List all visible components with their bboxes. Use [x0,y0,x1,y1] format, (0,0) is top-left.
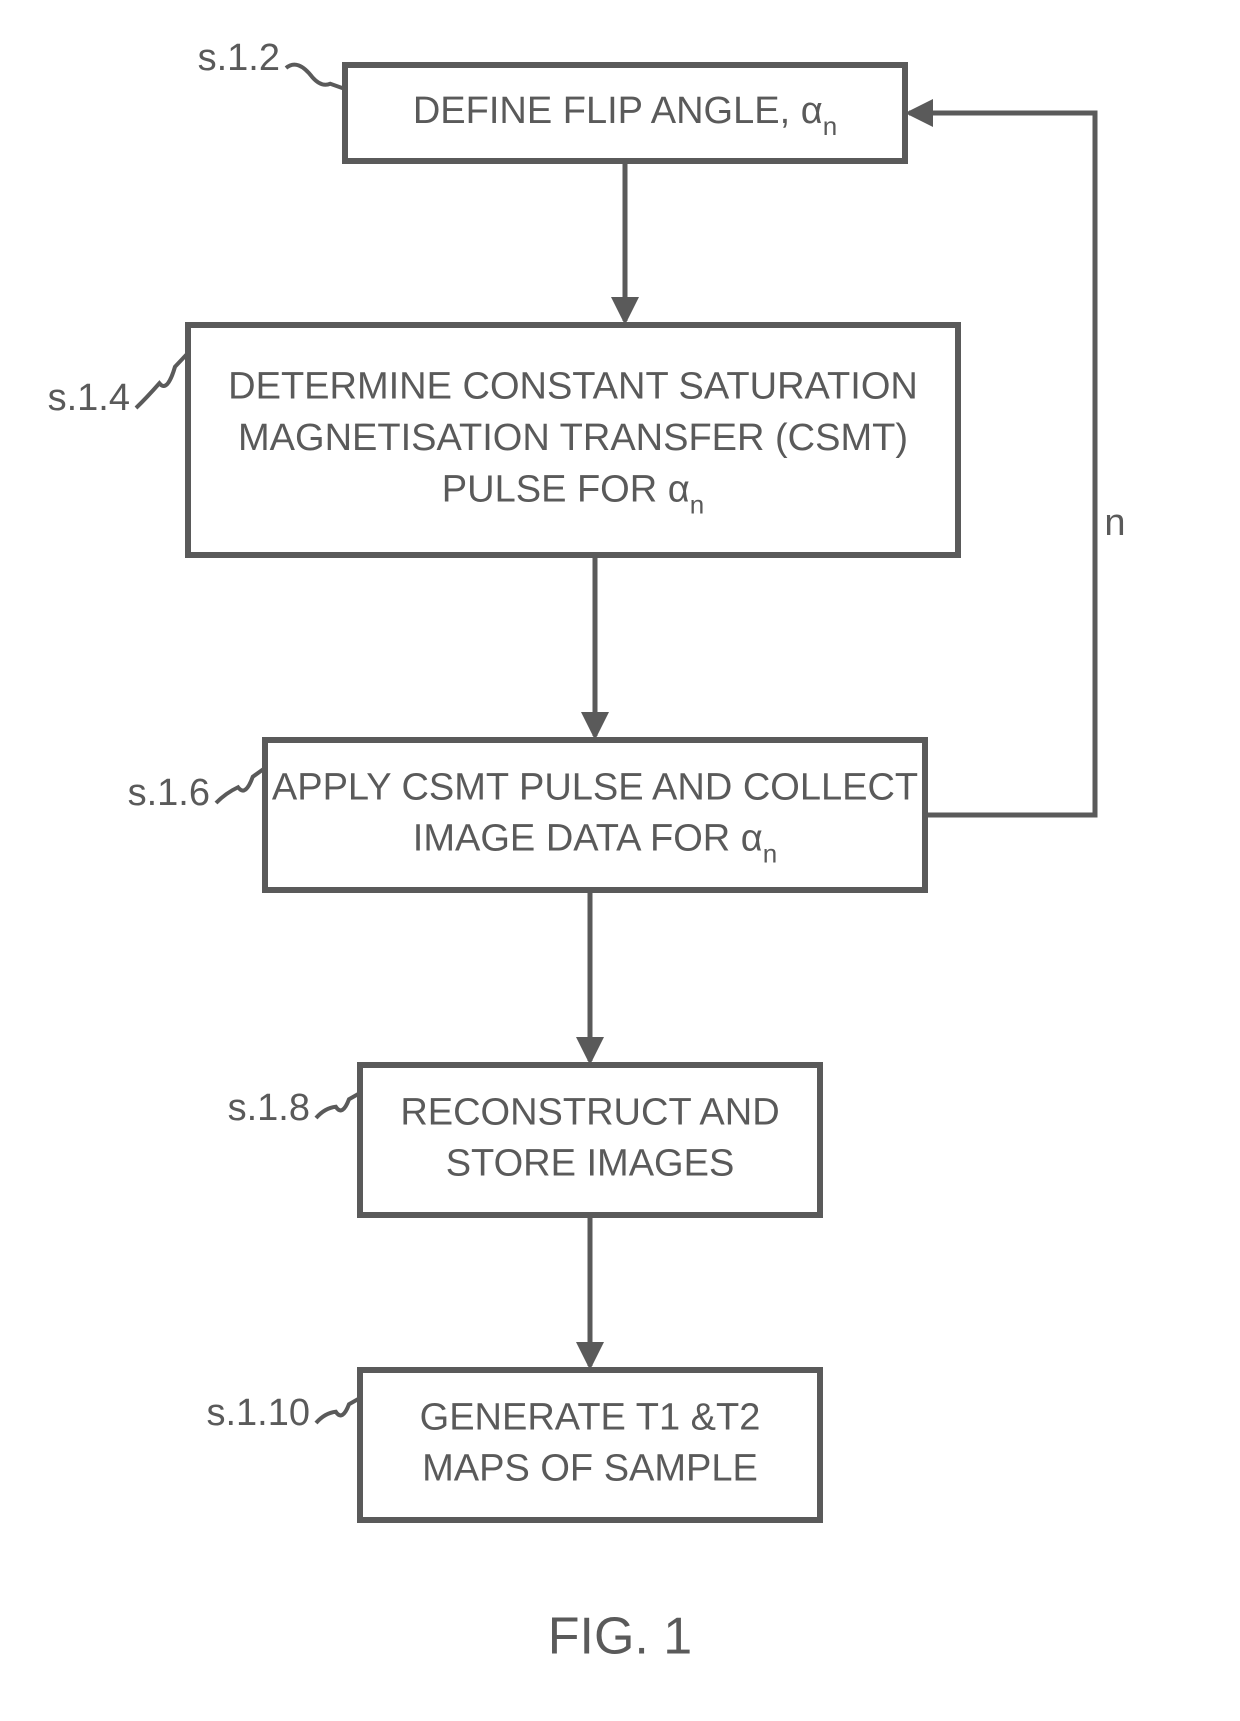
loop-label: n [1104,502,1125,544]
node-text: APPLY CSMT PULSE AND COLLECT [272,766,918,808]
flowchart-node-n2: DETERMINE CONSTANT SATURATION MAGNETISATI… [188,325,958,555]
label-leader [316,1093,360,1118]
node-text: MAPS OF SAMPLE [422,1448,758,1490]
step-label: s.1.8 [228,1087,310,1129]
step-label: s.1.4 [48,377,130,419]
flowchart-node-n3: APPLY CSMT PULSE AND COLLECTIMAGE DATA F… [265,740,925,890]
flowchart-node-n5: GENERATE T1 &T2 MAPS OF SAMPLE [360,1370,820,1520]
step-label: s.1.6 [128,772,210,814]
label-leader [316,1398,360,1423]
step-label: s.1.10 [206,1392,310,1434]
label-leader [216,768,265,803]
node-text: STORE IMAGES [446,1143,735,1185]
node-text: DETERMINE CONSTANT SATURATION [228,366,918,408]
label-leader [286,65,345,89]
flowchart-node-n4: RECONSTRUCT AND STORE IMAGES [360,1065,820,1215]
figure-caption: FIG. 1 [548,1608,692,1666]
node-text: RECONSTRUCT AND [400,1091,779,1133]
step-label: s.1.2 [198,37,280,79]
node-text: MAGNETISATION TRANSFER (CSMT) [238,417,908,459]
flowchart-node-n1: DEFINE FLIP ANGLE, αn [345,65,905,161]
label-leader [136,353,188,408]
node-text: GENERATE T1 &T2 [420,1396,761,1438]
